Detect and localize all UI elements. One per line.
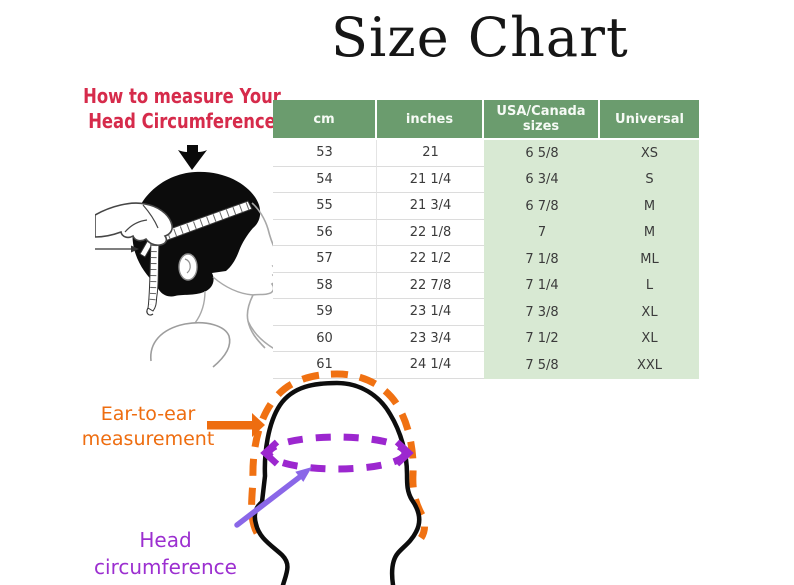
tape-tick-marks	[153, 201, 252, 244]
table-cell: 6 5/8	[484, 140, 600, 167]
column-header-usa-canada: USA/Canada sizes	[484, 100, 600, 138]
jaw-line	[212, 276, 254, 296]
table-cell: L	[600, 272, 699, 299]
ear-to-ear-label-line1: Ear-to-ear	[100, 403, 196, 425]
table-cell: 7 5/8	[484, 352, 600, 379]
table-cell: 22 1/8	[377, 219, 484, 246]
table-cell: 55	[273, 193, 377, 220]
measure-heading: How to measure Your Head Circumference	[75, 84, 288, 134]
head-outline	[252, 380, 422, 585]
table-cell: 22 7/8	[377, 272, 484, 299]
table-cell: M	[600, 219, 699, 246]
table-cell: 53	[273, 140, 377, 167]
size-table-header: cm inches USA/Canada sizes Universal	[273, 100, 699, 138]
table-cell: 54	[273, 166, 377, 193]
table-cell: 7 1/4	[484, 272, 600, 299]
table-cell: XL	[600, 299, 699, 326]
tape-pointer-arrow-icon	[131, 245, 139, 253]
table-cell: 22 1/2	[377, 246, 484, 273]
table-cell: M	[600, 193, 699, 220]
table-cell: 23 3/4	[377, 325, 484, 352]
column-header-cm: cm	[273, 100, 377, 138]
head-circumference-label: Head circumference	[88, 527, 243, 581]
thumb-line	[124, 219, 148, 233]
column-header-universal: Universal	[600, 100, 699, 138]
collar-line	[150, 321, 231, 368]
table-cell: 21 3/4	[377, 193, 484, 220]
front-head-illustration	[207, 370, 428, 585]
table-cell: 61	[273, 352, 377, 379]
table-cell: 6 7/8	[484, 193, 600, 220]
neck-back-line	[194, 290, 206, 324]
ear-to-ear-arrow-icon	[252, 413, 265, 437]
ear	[178, 253, 198, 281]
table-cell: 7 1/2	[484, 325, 600, 352]
table-cell: 23 1/4	[377, 299, 484, 326]
table-cell: 6 3/4	[484, 166, 600, 193]
circumference-dashed-ellipse	[265, 433, 409, 473]
table-cell: XXL	[600, 352, 699, 379]
table-cell: XS	[600, 140, 699, 167]
table-cell: 24 1/4	[377, 352, 484, 379]
table-cell: 58	[273, 272, 377, 299]
head-circumference-label-line2: circumference	[94, 555, 237, 579]
table-cell: 57	[273, 246, 377, 273]
table-cell: 60	[273, 325, 377, 352]
table-cell: 59	[273, 299, 377, 326]
ear-to-ear-arrow-shaft	[207, 421, 252, 430]
column-header-inches: inches	[377, 100, 484, 138]
table-cell: ML	[600, 246, 699, 273]
tape-end-curl	[146, 307, 154, 316]
size-table-body: 53 21 6 5/8 XS 54 21 1/4 6 3/4 S 55 21 3/4 6 7/8 M 5…	[273, 140, 699, 379]
table-cell: 7 1/8	[484, 246, 600, 273]
measure-heading-line1: How to measure Your	[83, 84, 281, 108]
table-cell: 7 3/8	[484, 299, 600, 326]
table-cell: S	[600, 166, 699, 193]
ear-inner-line	[184, 258, 191, 274]
down-arrow-icon	[178, 145, 207, 170]
table-cell: 21	[377, 140, 484, 167]
page-title: Size Chart	[331, 6, 629, 69]
finger-line	[142, 204, 159, 229]
size-table: cm inches USA/Canada sizes Universal 53 2…	[273, 100, 699, 379]
ear-to-ear-label-line2: measurement	[81, 428, 215, 450]
circumference-arrow-icon	[295, 467, 312, 482]
measure-heading-line2: Head Circumference	[88, 109, 276, 133]
table-cell: 56	[273, 219, 377, 246]
circumference-left-chevron-icon	[260, 439, 280, 467]
table-cell: 7	[484, 219, 600, 246]
circumference-arrow-shaft	[234, 473, 304, 528]
table-cell: 21 1/4	[377, 166, 484, 193]
profile-head-illustration	[95, 145, 292, 368]
hair	[132, 171, 261, 297]
ear-to-ear-label: Ear-to-ear measurement	[78, 402, 218, 452]
circumference-right-chevron-icon	[394, 439, 414, 467]
head-circumference-label-line1: Head	[139, 528, 192, 552]
table-cell: XL	[600, 325, 699, 352]
